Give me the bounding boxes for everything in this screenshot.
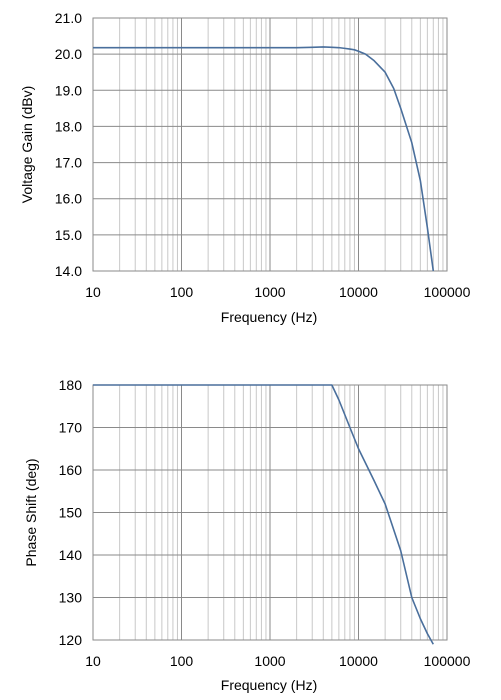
voltage-gain-y-tick-label: 14.0 (55, 263, 82, 279)
voltage-gain-y-axis-title: Voltage Gain (dBv) (19, 86, 35, 204)
phase-shift-x-tick-label: 10000 (339, 653, 378, 669)
voltage-gain-y-tick-label: 17.0 (55, 155, 82, 171)
phase-shift-x-tick-label: 1000 (254, 653, 285, 669)
phase-shift-y-tick-label: 150 (59, 505, 83, 521)
phase-shift-y-tick-label: 140 (59, 547, 83, 563)
voltage-gain-x-tick-label: 10000 (339, 284, 378, 300)
phase-shift-chart: 120 130 140 150 160 170 180 10 100 1000 10000 10000… (23, 377, 471, 693)
voltage-gain-x-tick-label: 10 (85, 284, 101, 300)
phase-shift-x-tick-label: 100000 (424, 653, 471, 669)
phase-shift-x-tick-label: 100 (170, 653, 194, 669)
phase-shift-y-tick-label: 170 (59, 420, 83, 436)
voltage-gain-x-axis-title: Frequency (Hz) (221, 309, 317, 325)
phase-shift-x-axis-title: Frequency (Hz) (221, 677, 317, 693)
voltage-gain-x-tick-label: 1000 (254, 284, 285, 300)
voltage-gain-series-line (93, 46, 435, 272)
voltage-gain-y-tick-label: 16.0 (55, 191, 82, 207)
phase-shift-y-tick-label: 130 (59, 590, 83, 606)
voltage-gain-y-tick-label: 21.0 (55, 10, 82, 26)
phase-shift-x-tick-label: 10 (85, 653, 101, 669)
phase-shift-series-line (93, 384, 434, 645)
phase-shift-y-tick-label: 120 (59, 632, 83, 648)
voltage-gain-x-tick-label: 100 (170, 284, 194, 300)
voltage-gain-y-tick-label: 18.0 (55, 118, 82, 134)
phase-shift-y-tick-label: 160 (59, 462, 83, 478)
phase-shift-y-tick-label: 180 (59, 377, 83, 393)
voltage-gain-y-tick-label: 15.0 (55, 227, 82, 243)
phase-shift-y-axis-title: Phase Shift (deg) (23, 458, 39, 566)
voltage-gain-y-tick-label: 19.0 (55, 82, 82, 98)
voltage-gain-y-tick-label: 20.0 (55, 46, 82, 62)
voltage-gain-chart: 14.0 15.0 16.0 17.0 18.0 19.0 20.0 21.0 10 100 100… (19, 10, 471, 325)
voltage-gain-x-tick-label: 100000 (424, 284, 471, 300)
